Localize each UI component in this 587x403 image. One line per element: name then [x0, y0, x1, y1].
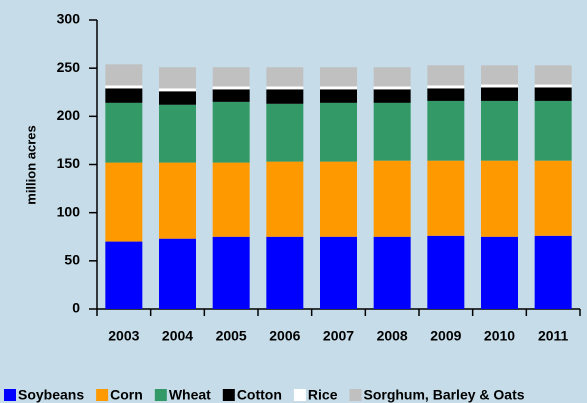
y-axis-label: million acres [23, 125, 38, 204]
x-tick-label: 2009 [430, 328, 461, 344]
y-tick-label: 250 [57, 59, 81, 75]
legend-swatch [154, 389, 167, 401]
bar-segment [427, 85, 465, 89]
bar-segment [534, 87, 572, 101]
bar-segment [266, 103, 304, 162]
bar-segment [427, 235, 465, 309]
x-tick-label: 2010 [484, 328, 515, 344]
bar-segment [212, 89, 250, 102]
bar-segment [481, 84, 518, 88]
x-tick-label: 2007 [323, 328, 354, 344]
legend-swatch [349, 389, 362, 401]
bar-segment [481, 65, 518, 85]
bar-segment [320, 161, 357, 237]
legend-label: Rice [308, 387, 338, 403]
bar-segment [212, 101, 250, 163]
bar-segment [266, 161, 304, 237]
bar-segment [534, 235, 572, 309]
y-tick-label: 200 [57, 107, 81, 123]
legend-label: Cotton [237, 387, 282, 403]
bar-segment [266, 89, 304, 104]
bar-segment [373, 67, 411, 87]
bar-segment [320, 102, 357, 162]
bar-segment [105, 162, 143, 242]
y-tick-label: 100 [57, 203, 81, 219]
y-tick-label: 0 [72, 300, 80, 316]
bar-segment [481, 160, 518, 237]
bar-segment [159, 67, 196, 89]
bar-segment [481, 87, 518, 101]
bar-segment [373, 89, 411, 103]
bar-segment [159, 162, 196, 239]
bar-segment [373, 236, 411, 309]
bar-segment [105, 64, 143, 86]
x-tick-label: 2008 [377, 328, 408, 344]
legend-swatch [4, 389, 16, 401]
x-tick-label: 2004 [162, 328, 193, 344]
bar-segment [534, 160, 572, 236]
bar-segment [159, 88, 196, 92]
x-tick-label: 2006 [269, 328, 300, 344]
bar-segment [427, 65, 465, 86]
bar-segment [534, 100, 572, 161]
bar-segment [320, 86, 357, 90]
bar-segment [212, 86, 250, 90]
legend-swatch [96, 389, 109, 401]
bar-segment [159, 238, 196, 309]
bar-segment [212, 67, 250, 87]
x-tick-label: 2003 [108, 328, 139, 344]
bar-segment [105, 85, 143, 89]
x-tick-label: 2011 [538, 328, 569, 344]
bar-segment [105, 88, 143, 103]
bar-segment [320, 236, 357, 309]
bar-segment [212, 236, 250, 309]
bar-segment [373, 160, 411, 237]
bar-segment [212, 162, 250, 237]
bar-segment [320, 89, 357, 103]
bar-segment [427, 88, 465, 101]
bar-segment [105, 102, 143, 163]
y-tick-label: 50 [64, 252, 80, 268]
bar-segment [427, 100, 465, 161]
bar-segment [481, 100, 518, 161]
bar-segment [266, 86, 304, 90]
bar-segment [481, 236, 518, 309]
y-tick-label: 150 [57, 155, 81, 171]
bar-segment [266, 67, 304, 87]
legend-label: Corn [110, 387, 143, 403]
bar-segment [534, 65, 572, 85]
legend-swatch [222, 389, 235, 401]
legend-label: Soybeans [18, 387, 84, 403]
legend-label: Wheat [169, 387, 211, 403]
bar-segment [105, 241, 143, 309]
bar-segment [159, 104, 196, 163]
bar-segment [320, 67, 357, 87]
legend-swatch [293, 389, 306, 401]
bar-segment [266, 236, 304, 309]
legend-label: Sorghum, Barley & Oats [363, 387, 524, 403]
bar-segment [427, 160, 465, 236]
bar-segment [373, 86, 411, 90]
bar-segment [534, 84, 572, 88]
x-tick-label: 2005 [216, 328, 247, 344]
bar-segment [159, 91, 196, 105]
y-tick-label: 300 [57, 11, 81, 27]
bar-segment [373, 102, 411, 161]
